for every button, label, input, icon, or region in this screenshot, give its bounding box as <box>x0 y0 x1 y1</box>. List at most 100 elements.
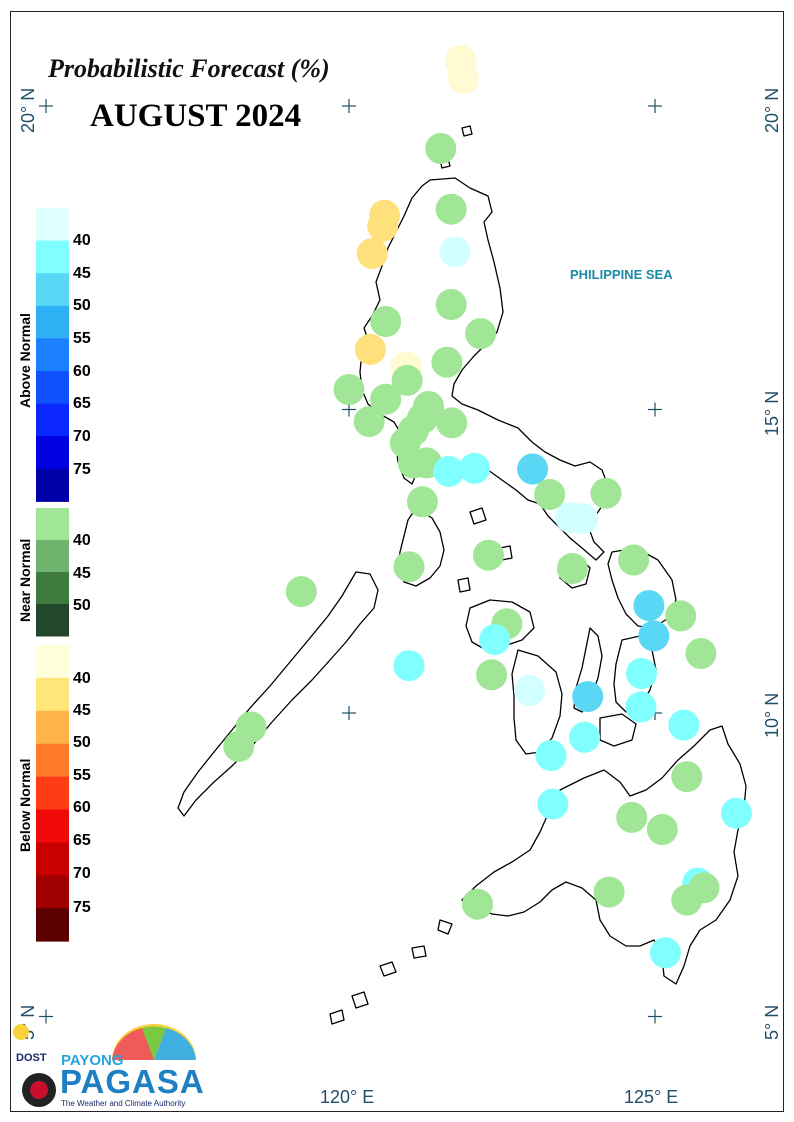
legend-nn-swatch <box>36 508 69 541</box>
mindanao-coastline <box>461 725 747 985</box>
station-marker-an45 <box>668 709 700 741</box>
legend-bn-label: 40 <box>73 670 91 687</box>
lat-label-right-5: 5° N <box>762 1004 782 1040</box>
station-marker-nn40 <box>618 544 650 576</box>
station-marker-an45 <box>433 455 465 487</box>
station-marker-nn40 <box>393 551 425 583</box>
legend-an-swatch <box>36 273 69 307</box>
sulu-islands <box>329 919 453 1025</box>
legend-bn-swatch <box>36 645 69 679</box>
legend-bn-swatch <box>36 776 69 810</box>
station-marker-an45 <box>649 937 681 969</box>
station-marker-an45 <box>720 797 752 829</box>
station-marker-nn40 <box>435 193 467 225</box>
station-marker-bn40 <box>447 63 479 95</box>
station-marker-nn40 <box>436 407 468 439</box>
legend-an-swatch <box>36 305 69 339</box>
sea-label: PHILIPPINE SEA <box>570 267 673 282</box>
legend-bn-swatch <box>36 908 69 942</box>
legend-an-label: 55 <box>73 330 91 347</box>
legend-an-label: 45 <box>73 265 91 282</box>
lat-label-right-15: 15° N <box>762 390 782 436</box>
legend-bn-label: 45 <box>73 702 91 719</box>
bohol-coastline <box>599 713 637 747</box>
legend-nn-swatch <box>36 604 69 637</box>
station-marker-nn40 <box>556 553 588 584</box>
legend-bn-swatch <box>36 743 69 778</box>
legend-nn-label: 40 <box>73 532 91 549</box>
legend-heading-near-normal: Near Normal <box>17 538 33 622</box>
legend-nn-swatch <box>36 540 69 573</box>
legend-an-swatch <box>36 338 69 372</box>
legend-bn-label: 65 <box>73 832 91 849</box>
legend-bn-swatch <box>36 809 69 843</box>
lon-label-120: 120° E <box>320 1087 375 1107</box>
logo-dost-text: DOST <box>16 1052 47 1064</box>
station-marker-nn40 <box>671 884 703 916</box>
mindoro-coastline <box>397 507 445 587</box>
station-marker-an50 <box>572 681 604 713</box>
station-marker-an45 <box>626 658 657 689</box>
legend-an-swatch <box>36 208 69 242</box>
station-marker-nn40 <box>462 888 493 920</box>
legend-nn-swatch <box>36 572 69 605</box>
map-frame <box>10 11 784 1112</box>
station-marker-nn40 <box>671 761 703 793</box>
logo-pagasa-text: PAGASA <box>60 1063 205 1100</box>
legend-an-swatch <box>36 371 69 405</box>
station-marker-nn40 <box>665 600 697 632</box>
legend-heading-above-normal: Above Normal <box>17 313 33 408</box>
palawan-coastline <box>177 571 379 817</box>
station-marker-an45 <box>393 650 425 682</box>
lat-label-left-20: 20° N <box>18 87 38 133</box>
cebu-coastline <box>573 627 603 713</box>
panay-coastline <box>465 599 535 651</box>
legend-an-label: 70 <box>73 428 91 445</box>
station-marker-nn40 <box>593 876 625 908</box>
map-title: Probabilistic Forecast (%) <box>48 54 330 83</box>
logo-payong-text: PAYONG <box>61 1052 124 1069</box>
station-marker-an45 <box>479 624 511 656</box>
legend-an-label: 50 <box>73 297 91 314</box>
station-marker-nn40 <box>435 289 467 320</box>
legend-bn-label: 60 <box>73 799 91 816</box>
legend-bn-label: 55 <box>73 767 91 784</box>
legend-bn-swatch <box>36 677 69 712</box>
legend-an-label: 75 <box>73 461 91 478</box>
station-marker-nn40 <box>534 479 566 510</box>
legend-bn-swatch <box>36 710 69 745</box>
legend-bn-label: 50 <box>73 734 91 751</box>
legend-color-bars <box>36 208 69 942</box>
legend-heading-below-normal: Below Normal <box>17 758 33 852</box>
station-marker-nn40 <box>646 814 678 845</box>
legend-nn-label: 50 <box>73 597 91 614</box>
station-marker-nn40 <box>473 539 504 571</box>
legend-bn-label: 75 <box>73 899 91 916</box>
station-marker-an50 <box>638 620 670 652</box>
station-marker-bn45 <box>367 210 399 242</box>
legend-an-label: 65 <box>73 395 91 412</box>
station-marker-an40 <box>514 675 545 706</box>
legend-nn-label: 45 <box>73 565 91 582</box>
pagasa-logo <box>13 1024 196 1107</box>
station-marker-nn40 <box>370 306 402 337</box>
station-marker-bn45 <box>356 238 388 269</box>
graticule-ticks <box>39 99 662 1024</box>
sun-icon <box>13 1024 29 1040</box>
legend-bn-swatch <box>36 842 69 876</box>
station-marker-nn40 <box>685 638 717 669</box>
station-marker-nn40 <box>465 318 497 350</box>
station-marker-an45 <box>625 691 657 723</box>
station-marker-an45 <box>537 788 569 820</box>
station-marker-nn40 <box>425 133 457 164</box>
station-marker-nn40 <box>616 801 648 833</box>
station-marker-nn40 <box>406 486 438 518</box>
legend-an-swatch <box>36 468 69 502</box>
legend-bn-swatch <box>36 875 69 909</box>
legend-bn-label: 70 <box>73 865 91 882</box>
station-marker-nn40 <box>285 576 317 608</box>
legend-an-swatch <box>36 436 69 470</box>
station-marker-nn40 <box>476 659 508 691</box>
station-marker-nn40 <box>590 477 622 509</box>
